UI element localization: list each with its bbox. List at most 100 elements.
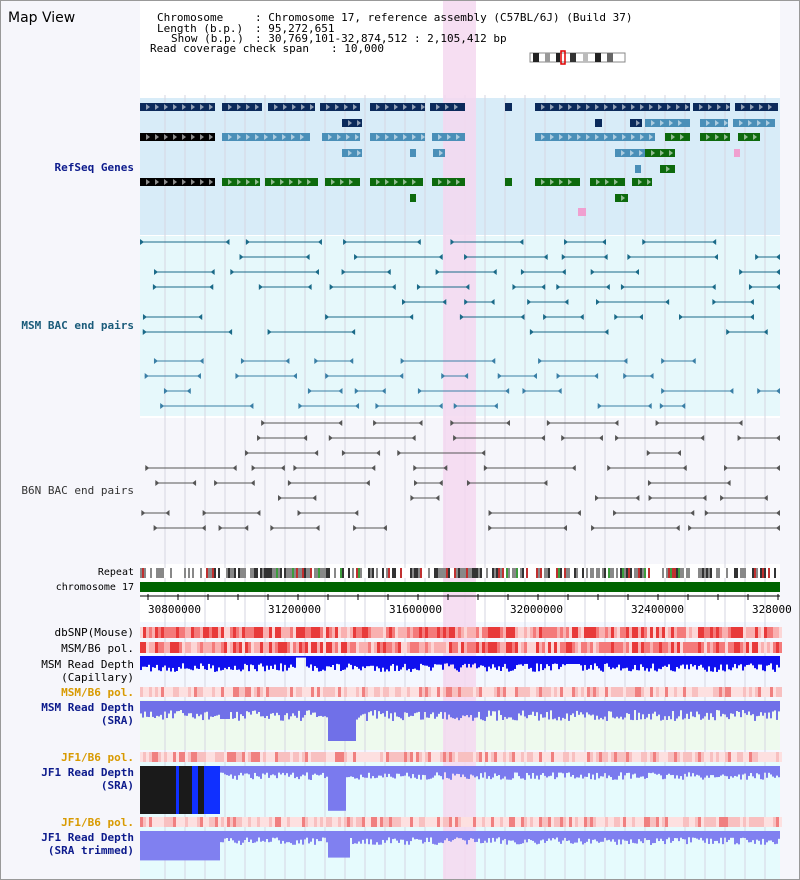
read-depth-bar (420, 831, 422, 840)
read-depth-bar (366, 766, 368, 778)
polymorphism-cell (683, 752, 686, 762)
polymorphism-cell (200, 752, 203, 762)
polymorphism-cell (635, 817, 638, 827)
bac-end-marker (720, 495, 725, 501)
read-depth-bar (202, 656, 204, 666)
read-depth-bar (452, 701, 454, 719)
repeat-element (472, 568, 474, 578)
polymorphism-cell (188, 627, 191, 638)
polymorphism-cell (173, 687, 176, 697)
polymorphism-cell (626, 687, 629, 697)
repeat-element (580, 568, 582, 578)
read-depth-bar (310, 766, 312, 780)
polymorphism-cell (293, 817, 296, 827)
read-depth-bar (364, 701, 366, 714)
read-depth-bar (332, 766, 334, 811)
polymorphism-cell (449, 752, 452, 762)
polymorphism-cell (422, 627, 425, 638)
read-depth-bar (696, 701, 698, 712)
polymorphism-cell (563, 627, 566, 638)
read-depth-bar (426, 766, 428, 780)
polymorphism-cell (338, 627, 341, 638)
polymorphism-cell (764, 817, 767, 827)
polymorphism-cell (383, 687, 386, 697)
read-depth-bar (492, 766, 494, 778)
gene-strand-arrow (651, 120, 655, 126)
read-depth-bar (528, 766, 530, 776)
polymorphism-cell (284, 627, 287, 638)
gene-strand-arrow (292, 104, 296, 110)
bac-end-marker (338, 420, 343, 426)
read-depth-bar (332, 701, 334, 741)
read-depth-bar (740, 701, 742, 718)
polymorphism-cell (614, 627, 617, 638)
polymorphism-cell (668, 817, 671, 827)
polymorphism-cell (506, 752, 509, 762)
bac-end-marker (232, 465, 237, 471)
read-depth-bar (640, 831, 642, 842)
read-depth-bar (626, 831, 628, 841)
polymorphism-cell (596, 752, 599, 762)
read-depth-bar (388, 701, 390, 719)
polymorphism-cell (365, 627, 368, 638)
polymorphism-cell (266, 817, 269, 827)
repeat-element (540, 568, 542, 578)
read-depth-bar (700, 701, 702, 720)
read-depth-bar (270, 656, 272, 666)
polymorphism-cell (350, 627, 353, 638)
polymorphism-cell (395, 627, 398, 638)
read-depth-bar (516, 701, 518, 721)
read-depth-bar (532, 766, 534, 774)
repeat-element (600, 568, 602, 578)
polymorphism-cell (197, 627, 200, 638)
polymorphism-cell (443, 642, 446, 653)
polymorphism-cell (416, 687, 419, 697)
repeat-element (400, 568, 402, 578)
repeat-element (616, 568, 618, 578)
read-depth-bar (414, 656, 416, 669)
bac-end-marker (249, 403, 254, 409)
repeat-element (532, 568, 534, 578)
polymorphism-cell (746, 687, 749, 697)
polymorphism-cell (482, 642, 485, 653)
read-depth-bar (326, 831, 328, 843)
read-depth-bar (628, 831, 630, 845)
read-depth-bar (590, 701, 592, 716)
polymorphism-cell (209, 752, 212, 762)
read-depth-bar (536, 701, 538, 713)
polymorphism-cell (401, 817, 404, 827)
repeat-element (498, 568, 500, 578)
polymorphism-cell (737, 642, 740, 653)
read-depth-bar (228, 831, 230, 841)
read-depth-bar (592, 701, 594, 715)
bac-end-marker (328, 435, 333, 441)
read-depth-bar (574, 701, 576, 717)
page-title: Map View (8, 10, 76, 26)
read-depth-bar (684, 656, 686, 669)
read-depth-bar (410, 656, 412, 672)
read-depth-bar (618, 831, 620, 840)
gene-strand-arrow (447, 179, 451, 185)
polymorphism-cell (740, 752, 743, 762)
polymorphism-cell (668, 687, 671, 697)
polymorphism-cell (272, 627, 275, 638)
polymorphism-cell (161, 817, 164, 827)
read-depth-bar (166, 701, 168, 719)
read-depth-bar (554, 656, 556, 664)
polymorphism-cell (716, 627, 719, 638)
read-depth-bar (750, 831, 752, 843)
polymorphism-cell (389, 642, 392, 653)
polymorphism-cell (590, 752, 593, 762)
polymorphism-cell (488, 642, 491, 653)
polymorphism-cell (668, 627, 671, 638)
polymorphism-cell (773, 752, 776, 762)
polymorphism-cell (734, 752, 737, 762)
polymorphism-cell (434, 687, 437, 697)
read-depth-bar (572, 766, 574, 776)
read-depth-bar (534, 766, 536, 779)
repeat-element (572, 568, 574, 578)
repeat-element (524, 568, 526, 578)
repeat-element (412, 568, 414, 578)
polymorphism-cell (209, 817, 212, 827)
gene-strand-arrow (660, 120, 664, 126)
